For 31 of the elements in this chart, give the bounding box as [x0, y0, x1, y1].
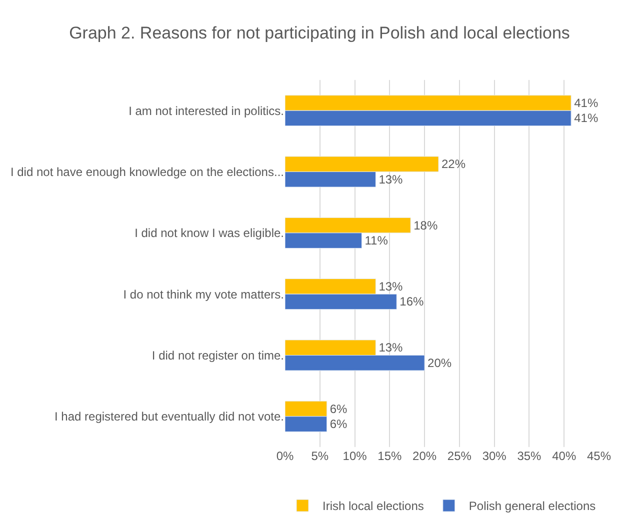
x-tick-label: 10%	[342, 449, 368, 463]
x-tick-label: 45%	[586, 449, 612, 463]
y-tick-label: I did not register on time.	[152, 348, 284, 362]
data-label: 22%	[442, 157, 466, 172]
x-tick-label: 5%	[311, 449, 329, 463]
y-tick-label: I did not have enough knowledge on the elections...	[10, 164, 284, 179]
x-tick-label: 40%	[552, 449, 576, 463]
x-tick-label: 20%	[412, 449, 437, 463]
data-label: 41%	[574, 96, 598, 110]
data-label: 16%	[400, 294, 424, 309]
x-tick-label: 35%	[517, 449, 542, 463]
x-tick-label: 15%	[378, 449, 402, 463]
y-tick-label: I had registered but eventually did not vote.	[54, 410, 284, 424]
y-tick-label: I am not interested in politics.	[128, 104, 284, 118]
data-label: 6%	[330, 402, 348, 416]
data-label: 18%	[414, 218, 438, 232]
x-tick-label: 0%	[276, 449, 294, 463]
y-tick-label: I did not know I was eligible.	[134, 226, 284, 240]
chart-title: Graph 2. Reasons for not participating in Polish and local elections	[69, 23, 570, 42]
legend-label: Polish general elections	[468, 499, 596, 514]
x-tick-label: 25%	[447, 449, 472, 463]
y-tick-label: I do not think my vote matters.	[123, 287, 284, 302]
data-label: 41%	[574, 111, 598, 126]
data-label: 13%	[378, 172, 404, 186]
data-label: 13%	[378, 340, 404, 355]
data-label: 13%	[378, 279, 404, 294]
data-label: 20%	[428, 356, 452, 370]
legend-label: Irish local elections	[322, 499, 424, 514]
data-label: 6%	[330, 417, 348, 432]
x-tick-label: 30%	[482, 449, 507, 463]
data-label: 11%	[364, 234, 388, 248]
